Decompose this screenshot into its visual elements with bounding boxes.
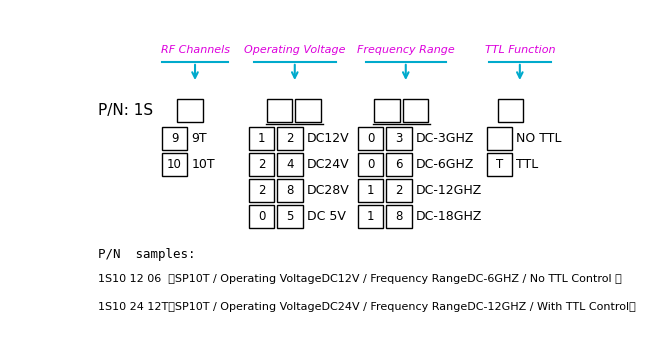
- Bar: [277, 127, 303, 150]
- Text: TTL: TTL: [516, 158, 539, 171]
- Text: Operating Voltage: Operating Voltage: [244, 45, 346, 55]
- Text: 8: 8: [395, 210, 403, 222]
- Bar: [374, 99, 400, 122]
- Text: 2: 2: [258, 158, 265, 171]
- Text: DC12V: DC12V: [306, 132, 349, 145]
- Text: 2: 2: [395, 184, 403, 197]
- Bar: [249, 179, 275, 202]
- Bar: [358, 127, 383, 150]
- Text: P/N  samples:: P/N samples:: [98, 248, 195, 261]
- Bar: [358, 153, 383, 176]
- Bar: [277, 153, 303, 176]
- Text: RF Channels: RF Channels: [160, 45, 230, 55]
- Text: 1: 1: [367, 210, 374, 222]
- Bar: [386, 179, 412, 202]
- Text: DC-18GHZ: DC-18GHZ: [416, 210, 482, 222]
- Bar: [386, 205, 412, 228]
- Text: Frequency Range: Frequency Range: [357, 45, 455, 55]
- Text: 3: 3: [395, 132, 403, 145]
- Text: 2: 2: [258, 184, 265, 197]
- Bar: [162, 127, 187, 150]
- Text: DC28V: DC28V: [306, 184, 349, 197]
- Text: 0: 0: [258, 210, 265, 222]
- Text: DC-6GHZ: DC-6GHZ: [416, 158, 474, 171]
- Text: 10T: 10T: [191, 158, 215, 171]
- Text: 1S10 12 06  （SP10T / Operating VoltageDC12V / Frequency RangeDC-6GHZ / No TTL Co: 1S10 12 06 （SP10T / Operating VoltageDC1…: [98, 274, 622, 284]
- Text: DC-12GHZ: DC-12GHZ: [416, 184, 482, 197]
- Text: 5: 5: [286, 210, 294, 222]
- Text: 1S10 24 12T（SP10T / Operating VoltageDC24V / Frequency RangeDC-12GHZ / With TTL : 1S10 24 12T（SP10T / Operating VoltageDC2…: [98, 302, 636, 312]
- Bar: [498, 99, 523, 122]
- Text: 0: 0: [367, 132, 374, 145]
- Text: P/N: 1S: P/N: 1S: [98, 103, 153, 118]
- Bar: [267, 99, 292, 122]
- Bar: [403, 99, 428, 122]
- Bar: [295, 99, 321, 122]
- Text: 0: 0: [367, 158, 374, 171]
- Bar: [249, 205, 275, 228]
- Bar: [386, 153, 412, 176]
- Text: 4: 4: [286, 158, 294, 171]
- Bar: [358, 179, 383, 202]
- Text: 10: 10: [167, 158, 182, 171]
- Text: 8: 8: [286, 184, 294, 197]
- Text: DC-3GHZ: DC-3GHZ: [416, 132, 474, 145]
- Bar: [358, 205, 383, 228]
- Text: 1: 1: [367, 184, 374, 197]
- Text: 2: 2: [286, 132, 294, 145]
- Bar: [249, 153, 275, 176]
- Bar: [486, 127, 512, 150]
- Bar: [249, 127, 275, 150]
- Bar: [177, 99, 203, 122]
- Bar: [277, 179, 303, 202]
- Text: 9: 9: [171, 132, 178, 145]
- Bar: [162, 153, 187, 176]
- Text: T: T: [496, 158, 503, 171]
- Text: NO TTL: NO TTL: [516, 132, 562, 145]
- Text: 6: 6: [395, 158, 403, 171]
- Bar: [486, 153, 512, 176]
- Text: 9T: 9T: [191, 132, 207, 145]
- Text: TTL Function: TTL Function: [484, 45, 555, 55]
- Bar: [277, 205, 303, 228]
- Bar: [386, 127, 412, 150]
- Text: DC 5V: DC 5V: [306, 210, 345, 222]
- Text: DC24V: DC24V: [306, 158, 349, 171]
- Text: 1: 1: [258, 132, 265, 145]
